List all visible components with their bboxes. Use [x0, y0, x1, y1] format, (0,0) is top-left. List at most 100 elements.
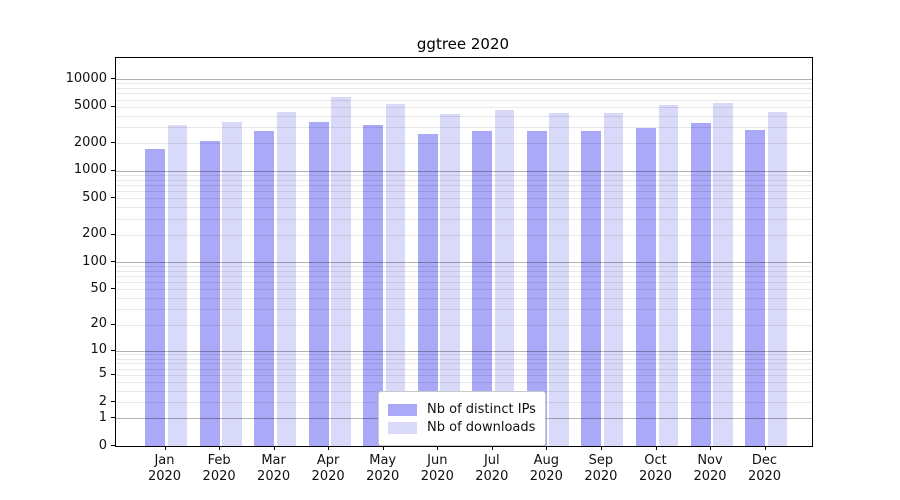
y-tick-mark: [111, 78, 115, 80]
bar-distinct-ips: [308, 122, 329, 446]
x-tick-label: Aug 2020: [516, 453, 576, 485]
x-tick-year: 2020: [366, 469, 400, 484]
x-tick-month: Feb: [207, 453, 231, 468]
y-tick-mark: [111, 323, 115, 325]
legend-item: Nb of distinct IPs: [388, 402, 536, 417]
x-tick-label: Oct 2020: [626, 453, 686, 485]
y-tick-mark: [111, 288, 115, 290]
y-tick-label: 10: [90, 342, 107, 357]
x-tick-month: May: [369, 453, 397, 468]
x-tick-mark: [437, 446, 439, 450]
y-tick-mark: [111, 401, 115, 403]
y-tick-mark: [111, 373, 115, 375]
y-tick-mark: [111, 261, 115, 263]
bar-downloads: [603, 112, 624, 446]
bar-distinct-ips: [417, 133, 438, 446]
y-tick-label: 10000: [65, 70, 107, 86]
bar-downloads: [549, 113, 569, 446]
x-tick-mark: [164, 446, 166, 450]
x-tick-mark: [764, 446, 766, 450]
y-tick-label: 5: [98, 366, 107, 382]
bar-downloads: [767, 112, 787, 446]
y-tick-mark: [111, 142, 115, 144]
y-tick-label: 2: [98, 393, 107, 409]
x-tick-mark: [710, 446, 711, 450]
x-tick-mark: [273, 446, 275, 450]
bar-distinct-ips: [526, 131, 547, 446]
y-tick-mark: [111, 445, 115, 446]
bar-downloads: [276, 112, 297, 446]
x-tick-month: Jul: [483, 453, 500, 468]
bar-distinct-ips: [199, 141, 220, 446]
x-tick-year: 2020: [202, 469, 236, 484]
x-tick-mark: [600, 446, 602, 450]
bar-distinct-ips: [745, 129, 765, 446]
x-tick-mark: [491, 446, 493, 450]
y-tick-label: 500: [82, 189, 107, 205]
x-tick-mark: [382, 446, 384, 450]
x-tick-label: Jun 2020: [407, 453, 467, 485]
x-tick-month: Sep: [588, 453, 614, 468]
legend: Nb of distinct IPs Nb of downloads: [378, 391, 546, 446]
y-tick-mark: [111, 349, 115, 351]
legend-swatch-distinct-ips: [388, 403, 417, 416]
x-tick-label: Jan 2020: [135, 453, 195, 485]
y-tick-label: 50: [90, 280, 107, 296]
legend-item: Nb of downloads: [388, 420, 536, 435]
bar-downloads: [385, 104, 406, 446]
x-tick-year: 2020: [638, 469, 673, 484]
plot-area: Nb of distinct IPs Nb of downloads: [115, 57, 813, 447]
x-tick-month: Nov: [697, 453, 723, 468]
x-tick-mark: [655, 446, 657, 450]
bar-downloads: [658, 105, 678, 446]
bar-distinct-ips: [581, 130, 602, 446]
legend-swatch-downloads: [388, 421, 417, 434]
x-tick-month: Jan: [154, 453, 175, 468]
x-tick-month: Aug: [533, 453, 559, 468]
bar-distinct-ips: [690, 123, 711, 446]
y-tick-label: 0: [98, 437, 107, 453]
y-tick-mark: [111, 169, 115, 171]
x-tick-year: 2020: [747, 469, 782, 484]
x-tick-year: 2020: [311, 469, 345, 484]
x-tick-mark: [219, 446, 221, 450]
bar-downloads: [331, 97, 351, 446]
x-tick-month: Apr: [316, 453, 340, 468]
x-tick-label: Mar 2020: [244, 453, 304, 485]
x-tick-year: 2020: [257, 469, 291, 484]
y-tick-label: 2000: [73, 134, 107, 150]
bar-distinct-ips: [145, 148, 165, 446]
y-tick-label: 20: [90, 316, 107, 332]
bar-downloads: [167, 125, 187, 446]
y-tick-label: 1: [98, 409, 107, 425]
bar-downloads: [440, 113, 460, 446]
y-tick-mark: [111, 417, 115, 419]
chart-title: ggtree 2020: [416, 35, 510, 53]
x-tick-label: Dec 2020: [735, 453, 795, 485]
x-tick-label: Nov 2020: [680, 453, 740, 485]
x-tick-label: Feb 2020: [189, 453, 249, 485]
x-tick-year: 2020: [147, 469, 182, 484]
x-tick-month: Dec: [751, 453, 778, 468]
x-tick-label: Apr 2020: [298, 453, 358, 485]
x-tick-mark: [328, 446, 330, 450]
y-tick-label: 100: [82, 253, 107, 269]
y-tick-mark: [111, 197, 115, 199]
bar-downloads: [494, 110, 515, 446]
x-tick-year: 2020: [584, 469, 618, 484]
bar-downloads: [713, 102, 733, 446]
x-tick-year: 2020: [693, 469, 727, 484]
x-tick-year: 2020: [420, 469, 454, 484]
bars-layer: [116, 58, 812, 446]
y-tick-mark: [111, 233, 115, 235]
x-tick-year: 2020: [529, 469, 563, 484]
x-tick-label: Sep 2020: [571, 453, 631, 485]
x-tick-label: May 2020: [353, 453, 413, 485]
legend-label: Nb of distinct IPs: [427, 402, 536, 417]
y-tick-label: 1000: [73, 162, 107, 178]
x-tick-mark: [546, 446, 548, 450]
bar-distinct-ips: [472, 131, 493, 446]
bar-distinct-ips: [363, 125, 384, 446]
bar-distinct-ips: [254, 130, 275, 446]
